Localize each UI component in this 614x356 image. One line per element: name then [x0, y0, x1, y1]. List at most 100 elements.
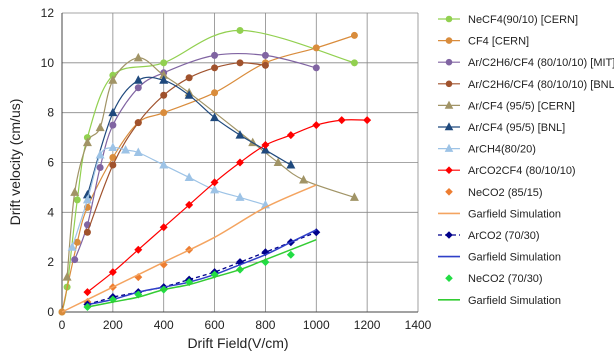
series-9: [61, 184, 317, 313]
data-point: [312, 64, 320, 72]
series-5: [82, 75, 296, 199]
data-point: [108, 75, 118, 84]
data-point: [109, 154, 117, 162]
data-point: [261, 141, 270, 150]
legend-label: Garfield Simulation: [468, 252, 561, 264]
data-point: [133, 52, 143, 62]
data-point: [70, 187, 80, 196]
data-point: [363, 116, 372, 125]
series-line: [87, 231, 317, 306]
data-point: [95, 122, 105, 132]
legend-label: ArCO2CF4 (80/10/10): [468, 165, 576, 177]
data-point: [133, 147, 143, 157]
series-line: [61, 34, 355, 313]
legend-marker: [444, 122, 454, 131]
data-point: [134, 119, 142, 127]
legend-item: Garfield Simulation: [438, 252, 561, 264]
y-tick-label: 8: [47, 106, 54, 120]
data-point: [108, 268, 117, 277]
x-tick-label: 200: [103, 318, 123, 332]
series-13: [87, 239, 317, 308]
x-tick-label: 800: [255, 318, 275, 332]
legend-item: ArCO2 (70/30): [438, 230, 540, 242]
legend-marker: [444, 143, 454, 152]
data-point: [261, 61, 269, 69]
legend-item: CF4 [CERN]: [438, 36, 529, 48]
legend-label: NeCF4(90/10) [CERN]: [468, 14, 578, 26]
series-line: [87, 229, 317, 306]
data-point: [159, 75, 169, 84]
data-point: [109, 161, 117, 169]
data-point: [83, 288, 92, 297]
data-point: [108, 142, 118, 152]
x-tick-label: 1000: [303, 318, 330, 332]
x-tick-label: 1200: [354, 318, 381, 332]
series-line: [87, 239, 317, 308]
data-point: [73, 196, 81, 204]
legend-label: Ar/C2H6/CF4 (80/10/10) [BNL]: [468, 79, 614, 91]
y-tick-label: 10: [41, 56, 55, 70]
y-tick-label: 4: [47, 205, 54, 219]
data-point: [62, 272, 72, 281]
data-point: [261, 248, 270, 257]
legend-label: Garfield Simulation: [468, 295, 561, 307]
legend-label: CF4 [CERN]: [468, 36, 529, 48]
data-point: [159, 223, 168, 232]
legend-label: Garfield Simulation: [468, 208, 561, 220]
legend-label: NeCO2 (85/15): [468, 187, 543, 199]
data-point: [299, 174, 309, 184]
legend-marker: [445, 80, 453, 88]
y-axis-title: Drift velocity (cm/us): [7, 99, 23, 226]
series-3: [83, 59, 269, 236]
legend-label: Ar/CF4 (95/5) [CERN]: [468, 100, 575, 112]
data-point: [210, 178, 219, 187]
legend: NeCF4(90/10) [CERN] CF4 [CERN] Ar/C2H6/CF4…: [438, 14, 614, 307]
legend-marker: [445, 58, 453, 66]
y-tick-label: 6: [47, 156, 54, 170]
x-axis-title: Drift Field(V/cm): [187, 335, 288, 351]
series-6: [67, 142, 270, 251]
data-point: [235, 130, 245, 139]
data-point: [312, 44, 320, 52]
data-point: [211, 51, 219, 59]
data-point: [134, 245, 143, 254]
data-point: [185, 200, 194, 209]
legend-marker: [445, 37, 453, 44]
data-point: [121, 145, 131, 154]
series-line: [87, 119, 368, 293]
legend-item: Garfield Simulation: [438, 295, 561, 307]
legend-label: ArCO2 (70/30): [468, 230, 540, 242]
legend-label: Ar/CF4 (95/5) [BNL]: [468, 122, 565, 134]
data-point: [211, 64, 219, 72]
y-tick-label: 0: [47, 305, 54, 319]
data-point: [286, 250, 295, 259]
data-point: [159, 70, 169, 79]
series-7: [83, 116, 372, 297]
data-point: [312, 228, 321, 237]
plot-series: [58, 26, 372, 316]
legend-item: Ar/CF4 (95/5) [CERN]: [438, 100, 575, 112]
data-point: [73, 238, 81, 246]
legend-marker: [445, 188, 453, 196]
data-point: [109, 121, 117, 129]
legend-item: NeCF4(90/10) [CERN]: [438, 14, 578, 26]
data-point: [134, 84, 142, 92]
data-point: [350, 59, 358, 67]
data-point: [350, 31, 358, 39]
data-point: [160, 59, 168, 67]
data-point: [312, 121, 321, 130]
legend-marker: [445, 15, 453, 23]
data-point: [236, 158, 244, 167]
data-point: [67, 242, 77, 251]
data-point: [261, 51, 269, 59]
series-line: [66, 57, 355, 278]
data-point: [185, 74, 193, 82]
series-10: [83, 228, 321, 309]
legend-label: Ar/C2H6/CF4 (80/10/10) [MIT]: [468, 57, 614, 69]
data-point: [349, 192, 359, 201]
legend-item: Ar/CF4 (95/5) [BNL]: [438, 122, 565, 134]
data-point: [286, 131, 295, 140]
legend-item: Ar/C2H6/CF4 (80/10/10) [MIT]: [438, 57, 614, 69]
data-point: [108, 107, 118, 117]
